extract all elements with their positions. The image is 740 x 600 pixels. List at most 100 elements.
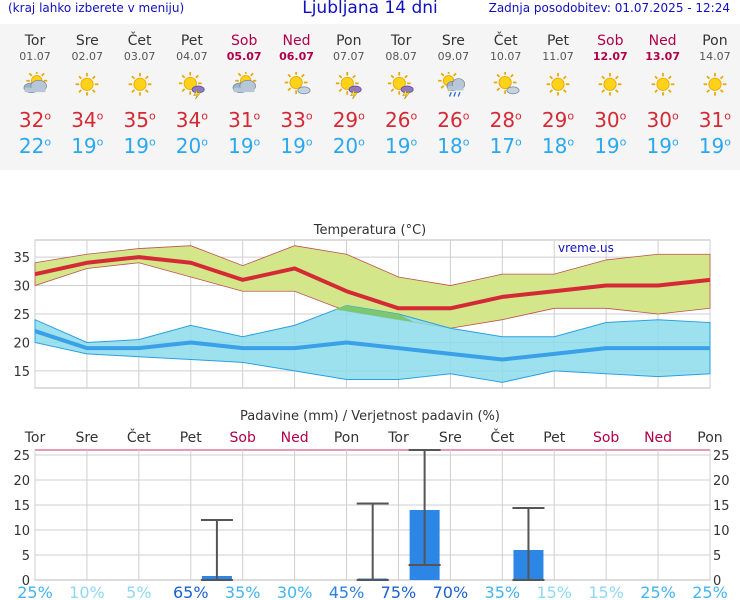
- min-temperature-value: 19: [698, 134, 725, 158]
- sunny-icon: [651, 72, 674, 96]
- day-name: Sob: [231, 33, 258, 49]
- max-temperature: 28o: [489, 108, 522, 132]
- min-temperature: 20o: [175, 134, 208, 158]
- day-column: Pet 11.07 29o 18o: [532, 24, 584, 160]
- sunny-icon: [546, 72, 570, 96]
- day-column: Sre 09.07 26o 18o: [427, 24, 479, 160]
- menu-hint[interactable]: (kraj lahko izberete v meniju): [8, 1, 185, 15]
- min-temperature: 19o: [71, 134, 104, 158]
- day-column: Sre 02.07 34o 19o: [61, 24, 113, 160]
- partly-cloudy-icon: [232, 72, 257, 93]
- day-column: Ned 06.07 33o 19o: [271, 24, 323, 160]
- max-temperature: 26o: [437, 108, 470, 132]
- x-tick-label: Sre: [75, 430, 98, 446]
- min-temperature-value: 19: [123, 134, 149, 158]
- y-tick-label: 10: [13, 524, 30, 539]
- max-temperature-value: 31: [698, 108, 725, 132]
- precip-range-whisker: [356, 502, 389, 581]
- max-temperature-value: 30: [594, 108, 620, 132]
- max-temperature: 29o: [541, 108, 575, 132]
- x-tick-label: Tor: [387, 430, 409, 446]
- day-date: 14.07: [699, 50, 731, 63]
- day-date: 04.07: [176, 50, 208, 63]
- day-date: 02.07: [71, 50, 104, 63]
- min-temperature: 19o: [698, 134, 731, 158]
- day-name: Pon: [336, 33, 362, 49]
- sunny-icon: [75, 72, 99, 96]
- precip-probability: 15%: [588, 583, 624, 600]
- day-name: Čet: [493, 33, 518, 49]
- x-tick-label: Sob: [230, 430, 256, 446]
- precip-probability: 10%: [69, 583, 105, 600]
- max-temperature-value: 33: [280, 108, 306, 132]
- day-column: Tor 08.07 26o 19o: [375, 24, 427, 160]
- max-temperature-value: 34: [175, 108, 202, 132]
- sunny-icon: [128, 72, 151, 96]
- min-temperature: 19o: [280, 134, 313, 158]
- min-temp-line: [34, 329, 710, 362]
- max-temperature-value: 26: [385, 108, 411, 132]
- min-temperature-value: 19: [646, 134, 672, 158]
- y-tick-label-right: 5: [713, 549, 721, 564]
- day-column: Čet 10.07 28o 17o: [480, 24, 532, 160]
- y-tick-label-right: 25: [713, 449, 730, 464]
- max-temperature: 34o: [175, 108, 208, 132]
- y-tick-label: 25: [13, 308, 30, 323]
- y-tick-label: 0: [22, 574, 30, 589]
- x-tick-label: Sre: [439, 430, 462, 446]
- x-tick-label: Čet: [127, 428, 151, 446]
- min-temperature-value: 19: [280, 134, 306, 158]
- y-tick-label: 15: [13, 499, 30, 514]
- precip-probability: 70%: [433, 583, 469, 600]
- max-temperature-value: 32: [18, 108, 45, 132]
- page-title: Ljubljana 14 dni: [302, 0, 438, 18]
- day-name: Ned: [282, 33, 311, 49]
- max-temperature: 31o: [698, 108, 731, 132]
- precip-probability: 25%: [640, 583, 676, 600]
- min-temperature: 18o: [541, 134, 575, 158]
- min-temperature-value: 22: [18, 134, 45, 158]
- day-column: Ned 13.07 30o 19o: [637, 24, 689, 160]
- precip-range-whisker: [200, 519, 233, 581]
- sun-thunderstorm-icon: [178, 72, 205, 100]
- day-column: Čet 03.07 35o 19o: [114, 24, 166, 160]
- x-tick-label: Sob: [593, 430, 619, 446]
- precip-probability: 25%: [692, 583, 728, 600]
- max-temperature: 34o: [71, 108, 104, 132]
- min-temperature: 19o: [123, 134, 156, 158]
- chart-title: Padavine (mm) / Verjetnost padavin (%): [240, 409, 500, 424]
- y-tick-label: 5: [22, 549, 30, 564]
- chart-title: Temperatura (°C): [313, 223, 426, 238]
- day-date: 08.07: [385, 50, 417, 63]
- precip-probability: 30%: [277, 583, 313, 600]
- watermark: vreme.us: [558, 241, 614, 255]
- min-temperature-value: 19: [71, 134, 97, 158]
- day-column: Tor 01.07 32o 22o: [9, 24, 61, 160]
- day-date: 11.07: [542, 50, 574, 63]
- day-column: Sob 12.07 30o 19o: [584, 24, 636, 160]
- day-name: Čet: [127, 33, 152, 49]
- min-temperature: 17o: [489, 134, 522, 158]
- day-name: Tor: [24, 33, 46, 49]
- y-tick-label: 35: [13, 251, 30, 266]
- y-tick-label: 20: [13, 336, 30, 351]
- max-temperature-value: 26: [437, 108, 463, 132]
- x-tick-label: Pon: [334, 430, 359, 446]
- y-tick-label-right: 15: [713, 499, 730, 514]
- precip-probability: 75%: [381, 583, 417, 600]
- sun-cloud-icon: [493, 72, 520, 95]
- day-date: 07.07: [333, 50, 365, 63]
- min-temperature: 19o: [228, 134, 261, 158]
- day-column: Sob 05.07 31o 19o: [218, 24, 270, 160]
- min-temperature-value: 18: [541, 134, 568, 158]
- min-temperature-value: 20: [332, 134, 359, 158]
- day-name: Sob: [597, 33, 624, 49]
- min-temperature: 18o: [437, 134, 470, 158]
- precip-range-whisker: [512, 507, 545, 581]
- precip-probability: 65%: [173, 583, 209, 600]
- max-temperature: 31o: [228, 108, 261, 132]
- day-name: Sre: [75, 33, 99, 49]
- x-tick-label: Ned: [281, 430, 309, 446]
- max-temperature-value: 31: [228, 108, 254, 132]
- max-temperature: 29o: [332, 108, 365, 132]
